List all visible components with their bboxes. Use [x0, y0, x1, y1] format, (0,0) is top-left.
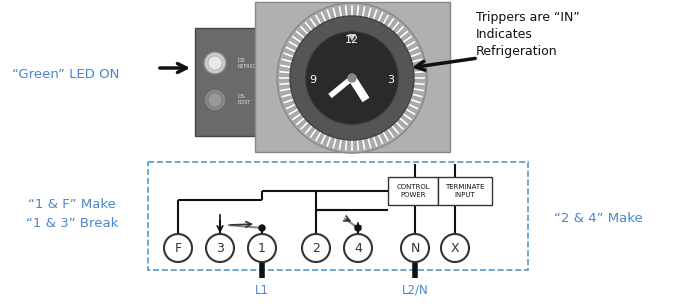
Text: “1 & F” Make
“1 & 3” Break: “1 & F” Make “1 & 3” Break: [26, 198, 118, 230]
Circle shape: [401, 234, 429, 262]
Circle shape: [208, 56, 222, 70]
Text: Indicates: Indicates: [476, 29, 533, 42]
Text: ROST: ROST: [237, 99, 250, 105]
Text: 9: 9: [309, 75, 317, 85]
Bar: [195, 28, 270, 136]
Text: DS: DS: [237, 94, 245, 98]
Text: “Green” LED ON: “Green” LED ON: [12, 68, 119, 81]
Text: CONTROL
POWER: CONTROL POWER: [396, 184, 430, 198]
Circle shape: [248, 234, 276, 262]
Circle shape: [208, 93, 222, 107]
Text: N: N: [410, 241, 420, 254]
Text: TERMINATE
INPUT: TERMINATE INPUT: [446, 184, 485, 198]
Bar: [255, 2, 450, 152]
Circle shape: [204, 89, 226, 111]
Text: 2: 2: [312, 241, 320, 254]
Text: Refrigeration: Refrigeration: [476, 46, 557, 58]
Circle shape: [164, 234, 192, 262]
Bar: [388, 177, 438, 205]
Text: L1: L1: [255, 284, 269, 296]
Text: “2 & 4” Make: “2 & 4” Make: [553, 212, 642, 224]
Circle shape: [306, 32, 398, 124]
Text: 3: 3: [388, 75, 394, 85]
Text: Trippers are “IN”: Trippers are “IN”: [476, 12, 580, 25]
Text: 4: 4: [354, 241, 362, 254]
Text: X: X: [451, 241, 459, 254]
Circle shape: [302, 234, 330, 262]
Text: F: F: [175, 241, 181, 254]
Text: REFRIG: REFRIG: [237, 64, 255, 68]
Circle shape: [441, 234, 469, 262]
Text: 12: 12: [345, 35, 359, 45]
Circle shape: [277, 3, 427, 153]
Circle shape: [355, 225, 361, 231]
Circle shape: [206, 234, 234, 262]
Text: 3: 3: [216, 241, 224, 254]
Circle shape: [348, 74, 356, 82]
Circle shape: [344, 234, 372, 262]
Circle shape: [204, 52, 226, 74]
Polygon shape: [348, 34, 356, 41]
Text: DS: DS: [237, 57, 245, 63]
Circle shape: [259, 225, 265, 231]
Circle shape: [290, 16, 414, 140]
Text: L2/N: L2/N: [402, 284, 429, 296]
Text: 1: 1: [258, 241, 266, 254]
Bar: [438, 177, 492, 205]
